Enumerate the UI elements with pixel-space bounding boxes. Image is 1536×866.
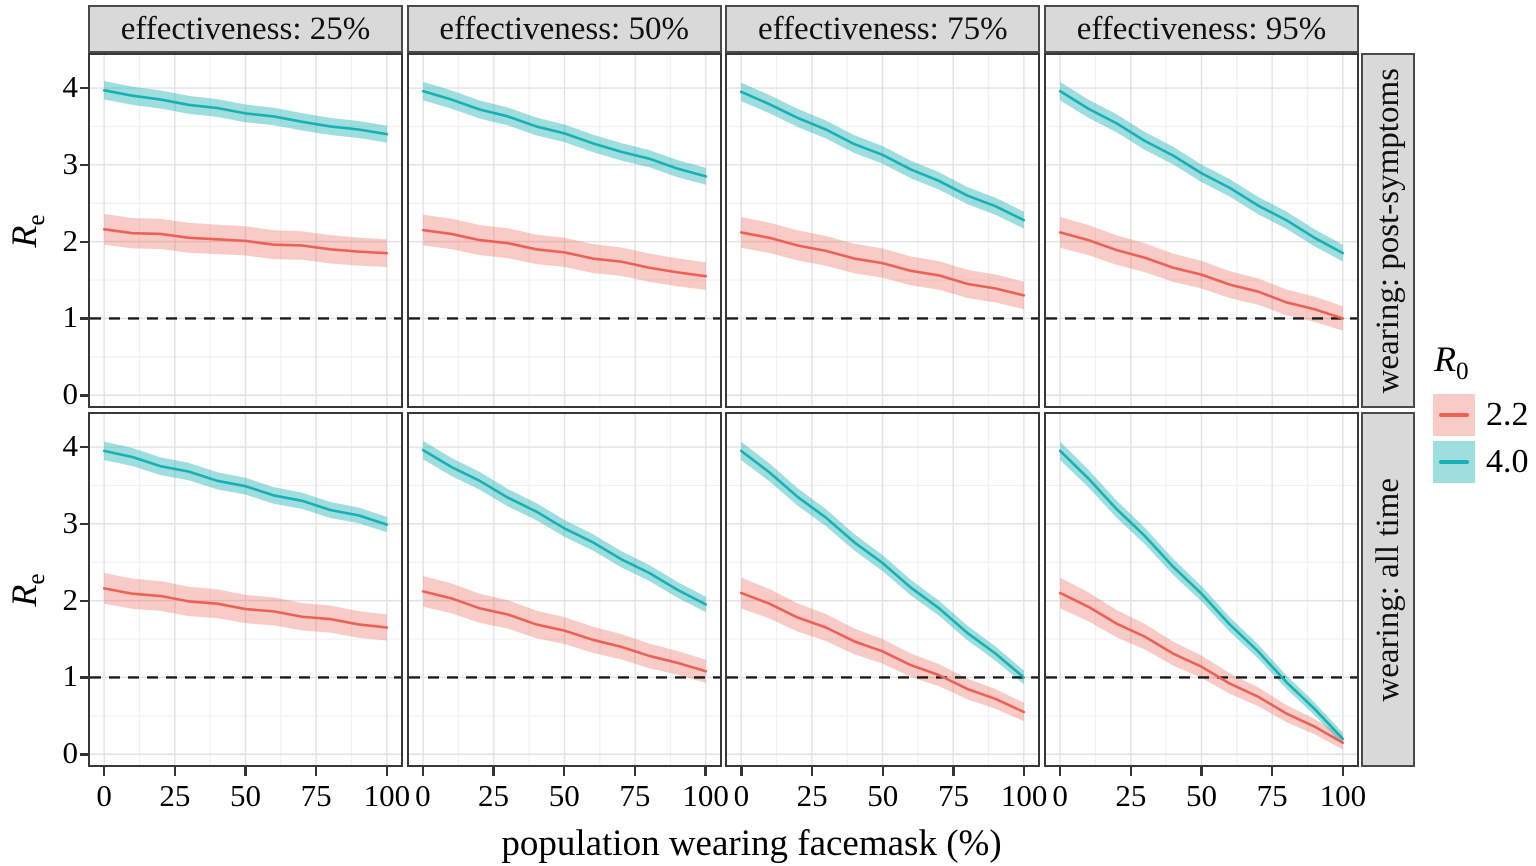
legend-label-4.0: 4.0 xyxy=(1486,443,1529,480)
panel-all-time-eff50 xyxy=(406,412,722,767)
x-tick-mark xyxy=(633,767,637,776)
y-tick-label: 2 xyxy=(62,581,79,617)
y-tick-mark xyxy=(80,87,88,90)
legend-key-line xyxy=(1439,413,1469,417)
x-tick-mark xyxy=(102,767,106,776)
facet-strip-wearing-all-time: wearing: all time xyxy=(1361,412,1415,767)
y-tick-mark xyxy=(80,317,88,320)
legend-title: R0 xyxy=(1434,339,1469,386)
x-tick-label: 75 xyxy=(300,778,332,813)
x-tick-mark xyxy=(385,767,389,776)
x-tick-label: 75 xyxy=(1256,778,1288,813)
panel-post-symptoms-eff50 xyxy=(406,53,722,408)
x-tick-mark xyxy=(952,767,955,776)
x-tick-label: 25 xyxy=(1115,778,1147,813)
x-tick-label: 25 xyxy=(478,778,510,813)
y-tick-label: 3 xyxy=(62,504,79,540)
y-tick-mark xyxy=(80,599,88,603)
x-tick-mark xyxy=(421,767,425,776)
y-tick-label: 1 xyxy=(62,658,79,694)
x-tick-label: 50 xyxy=(230,778,261,813)
y-tick-label: 0 xyxy=(62,376,79,412)
x-tick-mark xyxy=(1022,767,1026,776)
x-tick-label: 100 xyxy=(1000,778,1048,813)
x-tick-label: 0 xyxy=(1052,778,1068,813)
y-tick-label: 1 xyxy=(62,299,79,335)
y-tick-mark xyxy=(80,446,88,449)
y-tick-label: 0 xyxy=(62,735,79,771)
x-tick-mark xyxy=(1341,767,1345,776)
x-tick-label: 50 xyxy=(1186,778,1217,813)
y-tick-mark xyxy=(80,676,88,679)
panel-post-symptoms-eff95 xyxy=(1044,53,1359,408)
x-tick-mark xyxy=(173,767,176,776)
y-tick-mark xyxy=(80,394,88,397)
legend-key-r0-4.0 xyxy=(1433,441,1475,483)
panel-all-time-eff75 xyxy=(725,412,1041,767)
x-tick-mark xyxy=(563,767,566,776)
y-tick-mark xyxy=(80,522,88,526)
x-tick-label: 25 xyxy=(796,778,828,813)
x-tick-mark xyxy=(881,767,884,776)
legend-key-line xyxy=(1439,460,1469,464)
x-tick-label: 0 xyxy=(415,778,431,813)
x-tick-mark xyxy=(704,767,707,776)
x-tick-label: 100 xyxy=(363,778,411,813)
x-tick-mark xyxy=(1129,767,1132,776)
x-tick-mark xyxy=(810,767,814,776)
panel-post-symptoms-eff25 xyxy=(88,53,403,408)
x-tick-mark xyxy=(740,767,743,776)
x-tick-label: 100 xyxy=(1319,778,1367,813)
facet-strip-label: wearing: all time xyxy=(1369,477,1406,702)
y-tick-mark xyxy=(80,753,88,756)
x-tick-label: 50 xyxy=(548,778,580,813)
legend-key-r0-2.2 xyxy=(1433,394,1475,436)
y-tick-mark xyxy=(80,163,88,167)
panel-post-symptoms-eff75 xyxy=(725,53,1041,408)
x-tick-label: 0 xyxy=(96,778,112,813)
y-tick-mark xyxy=(80,240,88,244)
legend-label-2.2: 2.2 xyxy=(1486,396,1529,433)
x-axis-title: population wearing facemask (%) xyxy=(501,823,1002,864)
facet-strip-effectiveness-25: effectiveness: 25% xyxy=(88,5,403,53)
x-tick-mark xyxy=(244,767,247,776)
x-tick-label: 50 xyxy=(867,778,899,813)
facet-strip-effectiveness-75: effectiveness: 75% xyxy=(725,5,1041,53)
x-tick-label: 75 xyxy=(937,778,969,813)
y-tick-label: 3 xyxy=(62,145,79,181)
facet-strip-wearing-post-symptoms: wearing: post-symptoms xyxy=(1361,53,1415,408)
x-tick-label: 75 xyxy=(619,778,651,813)
y-tick-label: 4 xyxy=(62,428,79,464)
facet-strip-effectiveness-50: effectiveness: 50% xyxy=(406,5,722,53)
x-tick-mark xyxy=(1058,767,1062,776)
facet-strip-effectiveness-95: effectiveness: 95% xyxy=(1044,5,1359,53)
x-tick-mark xyxy=(492,767,495,776)
x-tick-mark xyxy=(1200,767,1203,776)
x-tick-mark xyxy=(1270,767,1274,776)
y-tick-label: 4 xyxy=(62,69,79,105)
facet-strip-label: wearing: post-symptoms xyxy=(1369,67,1406,394)
x-tick-mark xyxy=(314,767,318,776)
x-tick-label: 100 xyxy=(682,778,729,813)
panel-all-time-eff25 xyxy=(88,412,403,767)
y-tick-label: 2 xyxy=(62,222,79,258)
panel-all-time-eff95 xyxy=(1044,412,1359,767)
x-tick-label: 25 xyxy=(159,778,191,813)
x-tick-label: 0 xyxy=(733,778,750,813)
